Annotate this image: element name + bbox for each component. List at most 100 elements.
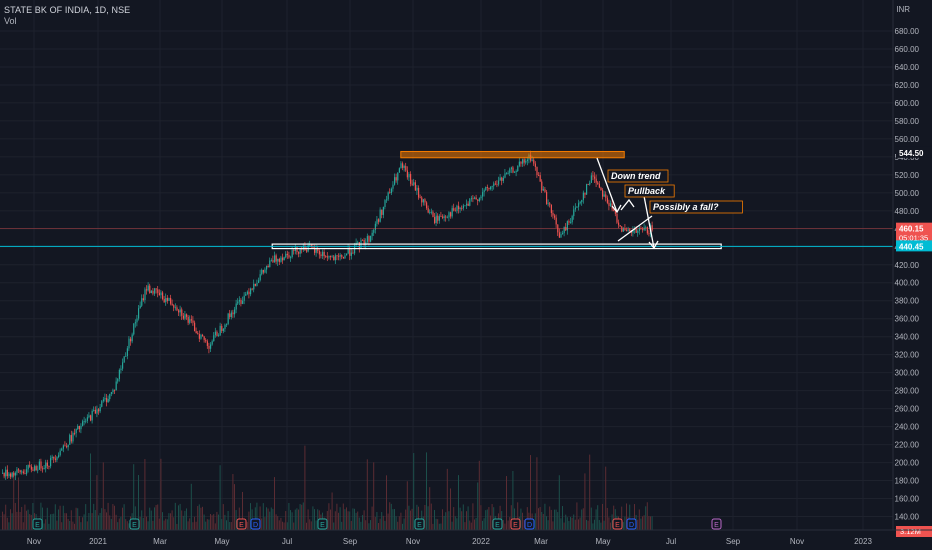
volume-bar: [506, 476, 507, 530]
candle: [280, 257, 282, 262]
candle: [56, 457, 58, 460]
volume-bar: [349, 511, 351, 530]
candle: [456, 205, 458, 212]
volume-bar: [282, 521, 283, 530]
price-tick-label: 400.00: [895, 279, 920, 288]
event-marker-label: D: [253, 522, 258, 529]
volume-bar: [214, 523, 216, 530]
volume-bar: [96, 475, 98, 530]
time-tick-label: Jul: [282, 537, 292, 546]
candle: [123, 356, 125, 363]
candle: [203, 336, 205, 340]
volume-bar: [459, 507, 461, 530]
volume-bar: [262, 503, 264, 530]
volume-bar: [312, 506, 314, 530]
volume-bar: [357, 511, 359, 530]
price-tick-label: 180.00: [895, 477, 920, 486]
candle: [616, 213, 618, 223]
volume-bar: [389, 502, 391, 530]
volume-bar: [2, 511, 3, 530]
volume-legend: Vol: [4, 16, 17, 26]
volume-bar: [261, 518, 263, 530]
volume-bar: [546, 516, 547, 530]
candle: [381, 209, 383, 215]
volume-bar: [24, 504, 26, 530]
volume-bar: [486, 509, 488, 530]
candle: [632, 230, 634, 233]
volume-bar: [542, 513, 544, 530]
volume-bar: [98, 515, 99, 530]
volume-bar: [398, 516, 400, 530]
candle: [645, 226, 647, 228]
volume-bar: [147, 521, 149, 530]
event-marker-label: E: [615, 522, 620, 529]
volume-bar: [56, 520, 58, 530]
volume-bar: [406, 481, 408, 530]
event-marker-label: D: [527, 522, 532, 529]
candle: [418, 187, 420, 198]
volume-bar: [86, 521, 88, 530]
candle: [214, 331, 216, 336]
candle: [266, 265, 268, 270]
candle: [168, 298, 170, 301]
event-marker: [129, 518, 140, 530]
candle: [178, 310, 180, 313]
candle: [213, 335, 215, 342]
candle: [326, 256, 328, 258]
event-marker: [250, 518, 261, 530]
volume-bar: [234, 484, 235, 530]
candle: [53, 456, 55, 459]
candle: [558, 232, 560, 238]
candle: [454, 210, 456, 212]
event-marker: [626, 518, 637, 530]
volume-bar: [648, 516, 650, 530]
candle: [179, 309, 181, 313]
volume-bar: [213, 514, 215, 530]
volume-bar: [341, 521, 343, 530]
candle: [400, 163, 402, 169]
candle: [378, 219, 380, 222]
volume-bar: [488, 506, 490, 530]
candle: [278, 258, 280, 262]
candle: [285, 253, 287, 258]
candle: [651, 225, 653, 231]
price-tick-label: 360.00: [895, 315, 920, 324]
volume-bar: [597, 505, 599, 530]
candle: [466, 203, 468, 206]
volume-bar: [512, 470, 514, 530]
fall-arrow: [643, 195, 655, 249]
candle: [491, 186, 493, 187]
candle: [582, 192, 584, 200]
volume-bar: [200, 507, 202, 530]
volume-bar: [392, 509, 394, 530]
candle: [363, 240, 365, 245]
candle: [208, 345, 210, 349]
candle: [475, 197, 477, 200]
price-tick-label: 580.00: [895, 117, 920, 126]
candle: [470, 198, 472, 200]
volume-bar: [586, 519, 587, 530]
candle: [515, 171, 517, 173]
candle: [43, 468, 45, 470]
candle: [293, 250, 295, 252]
volume-bar: [208, 519, 210, 530]
volume-bar: [560, 518, 562, 530]
price-tick-label: 520.00: [895, 171, 920, 180]
volume-bar: [30, 514, 32, 530]
time-tick-label: Nov: [790, 537, 804, 546]
candle: [499, 177, 501, 181]
candle: [349, 248, 351, 256]
volume-bar: [440, 523, 442, 530]
volume-bar: [58, 509, 59, 530]
event-marker: [414, 518, 425, 530]
event-marker-label: E: [320, 522, 325, 529]
volume-bar: [80, 522, 82, 530]
volume-bar: [317, 509, 319, 530]
candle: [320, 254, 322, 256]
candle: [510, 167, 512, 170]
candle: [275, 255, 277, 262]
volume-bar: [53, 513, 55, 530]
time-tick-label: Mar: [153, 537, 167, 546]
volume-bar: [304, 445, 306, 530]
